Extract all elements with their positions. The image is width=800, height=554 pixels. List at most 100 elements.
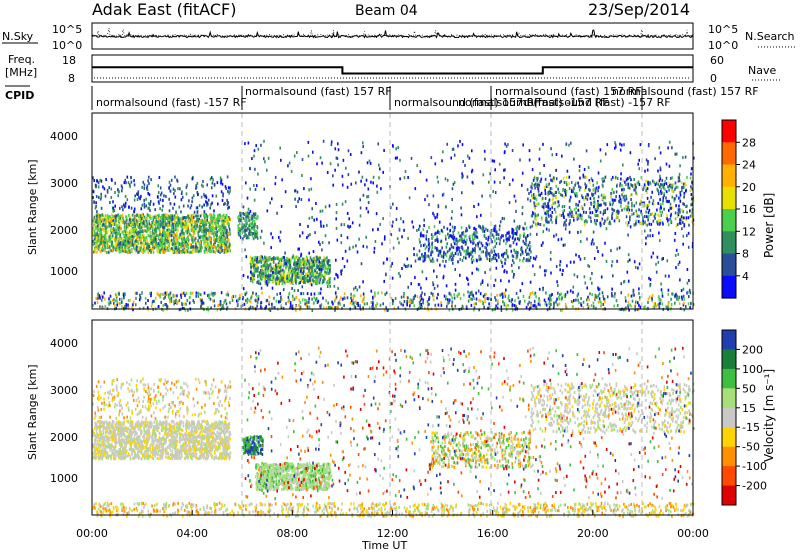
power-cell	[149, 249, 152, 252]
power-cell	[288, 266, 291, 270]
power-cell	[200, 225, 203, 229]
power-cell	[156, 216, 158, 219]
power-cell	[537, 193, 540, 197]
power-cell	[141, 249, 143, 253]
power-cell	[303, 275, 306, 278]
power-cell	[125, 225, 128, 229]
power-cell	[129, 240, 131, 244]
power-cell	[94, 250, 96, 254]
power-cell	[166, 291, 168, 295]
power-cell	[575, 181, 577, 185]
power-cell	[159, 223, 162, 227]
power-cell	[297, 269, 300, 272]
power-cell	[137, 247, 140, 251]
power-cell	[529, 292, 532, 296]
power-cell	[480, 241, 483, 245]
power-cell	[166, 234, 169, 238]
power-cell	[503, 251, 506, 255]
power-cell	[563, 195, 566, 199]
power-cell	[169, 189, 172, 193]
power-cell	[627, 211, 630, 214]
power-cell	[175, 246, 177, 250]
power-cell	[113, 231, 115, 234]
power-cell	[200, 213, 203, 217]
power-cell	[501, 292, 503, 296]
power-cell	[487, 297, 490, 301]
power-cell	[140, 246, 142, 250]
power-cell	[199, 235, 202, 239]
power-cell	[141, 241, 143, 245]
power-cell	[214, 250, 216, 254]
power-cell	[529, 244, 532, 248]
power-cell	[443, 253, 445, 256]
power-cell	[186, 183, 188, 187]
power-cell	[458, 249, 461, 253]
power-cell	[348, 226, 350, 230]
power-cell	[350, 292, 352, 296]
power-cell	[181, 242, 183, 246]
power-cell	[653, 181, 655, 184]
power-cell	[167, 293, 170, 297]
power-cell	[128, 183, 131, 187]
power-cell	[583, 203, 586, 207]
power-cell	[278, 272, 281, 276]
power-cell	[256, 304, 258, 308]
power-cell	[213, 299, 215, 303]
power-cell	[176, 213, 179, 217]
power-cell	[115, 241, 117, 245]
power-cell	[488, 180, 490, 184]
power-cell	[313, 256, 316, 260]
power-cell	[278, 264, 280, 267]
power-cell	[535, 202, 537, 206]
power-cell	[445, 245, 448, 249]
power-cell	[128, 222, 130, 226]
power-cell	[432, 298, 435, 302]
power-cell	[544, 192, 547, 196]
power-cell	[579, 186, 582, 190]
power-cell	[159, 215, 162, 219]
power-cell	[554, 201, 556, 205]
power-cell	[126, 175, 129, 179]
power-cell	[305, 299, 308, 303]
power-cell	[132, 303, 134, 307]
cpid-entry-6: normalsound (fast) -157 RF	[520, 96, 671, 109]
power-cell	[104, 249, 106, 253]
power-cell	[577, 181, 579, 185]
power-cell	[602, 303, 605, 306]
power-cell	[158, 227, 161, 231]
power-cell	[197, 192, 199, 196]
power-cell	[428, 247, 430, 251]
power-cell	[579, 213, 581, 217]
power-cell	[555, 300, 557, 304]
power-cell	[596, 295, 598, 299]
power-cell	[307, 280, 309, 284]
power-cell	[246, 300, 249, 304]
noise-series	[91, 28, 694, 39]
power-cell	[271, 281, 274, 284]
power-cell	[122, 231, 125, 234]
power-cell	[114, 239, 116, 243]
power-cell	[387, 308, 389, 312]
power-cell	[315, 260, 317, 263]
power-cell	[583, 198, 585, 202]
power-cell	[221, 230, 224, 233]
power-cell	[206, 215, 209, 219]
power-cell	[280, 265, 282, 269]
power-cell	[681, 189, 683, 193]
power-cell	[465, 227, 468, 231]
power-cell	[672, 183, 675, 187]
power-cell	[110, 242, 113, 246]
power-cell	[124, 306, 126, 310]
power-cell	[202, 301, 204, 305]
power-cell	[535, 214, 538, 218]
power-cell	[553, 301, 555, 305]
power-cell	[428, 297, 430, 301]
power-cell	[213, 219, 216, 223]
power-cell	[665, 199, 668, 203]
power-cell	[313, 301, 315, 305]
power-cell	[154, 222, 157, 226]
power-cell	[642, 216, 644, 220]
power-cell	[656, 220, 658, 224]
power-cell	[565, 193, 567, 197]
power-cell	[466, 252, 469, 256]
